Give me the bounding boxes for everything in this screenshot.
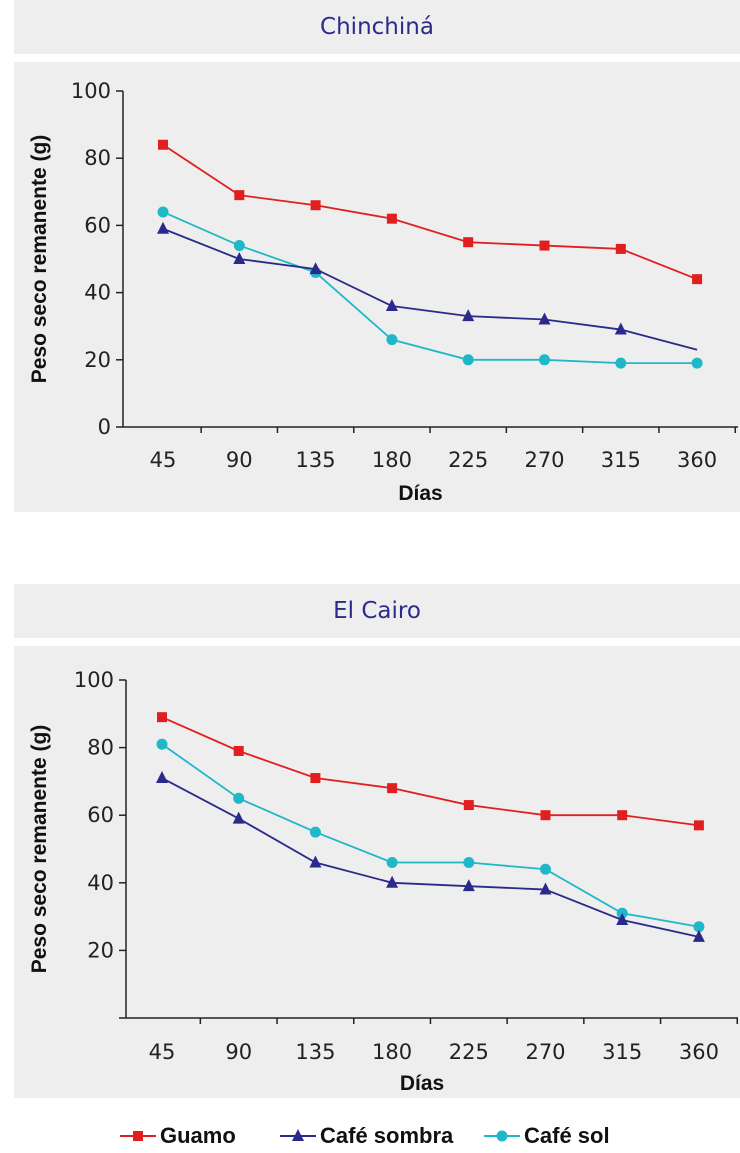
chart-2-plot-band xyxy=(14,646,740,1098)
chart-1-title-band: Chinchiná xyxy=(14,0,740,54)
chart-1-title: Chinchiná xyxy=(320,14,434,40)
chart-2-title: El Cairo xyxy=(333,598,421,624)
legend-3-label: Café sol xyxy=(524,1123,610,1148)
legend-1-marker xyxy=(133,1131,143,1141)
chart-2-title-band: El Cairo xyxy=(14,584,740,638)
chart-1-plot-band xyxy=(14,62,740,512)
legend: Guamo Café sombra Café sol xyxy=(120,1123,610,1148)
legend-3-marker xyxy=(496,1130,508,1142)
legend-2-marker xyxy=(292,1129,304,1141)
legend-1-label: Guamo xyxy=(160,1123,236,1148)
legend-2-label: Café sombra xyxy=(320,1123,454,1148)
